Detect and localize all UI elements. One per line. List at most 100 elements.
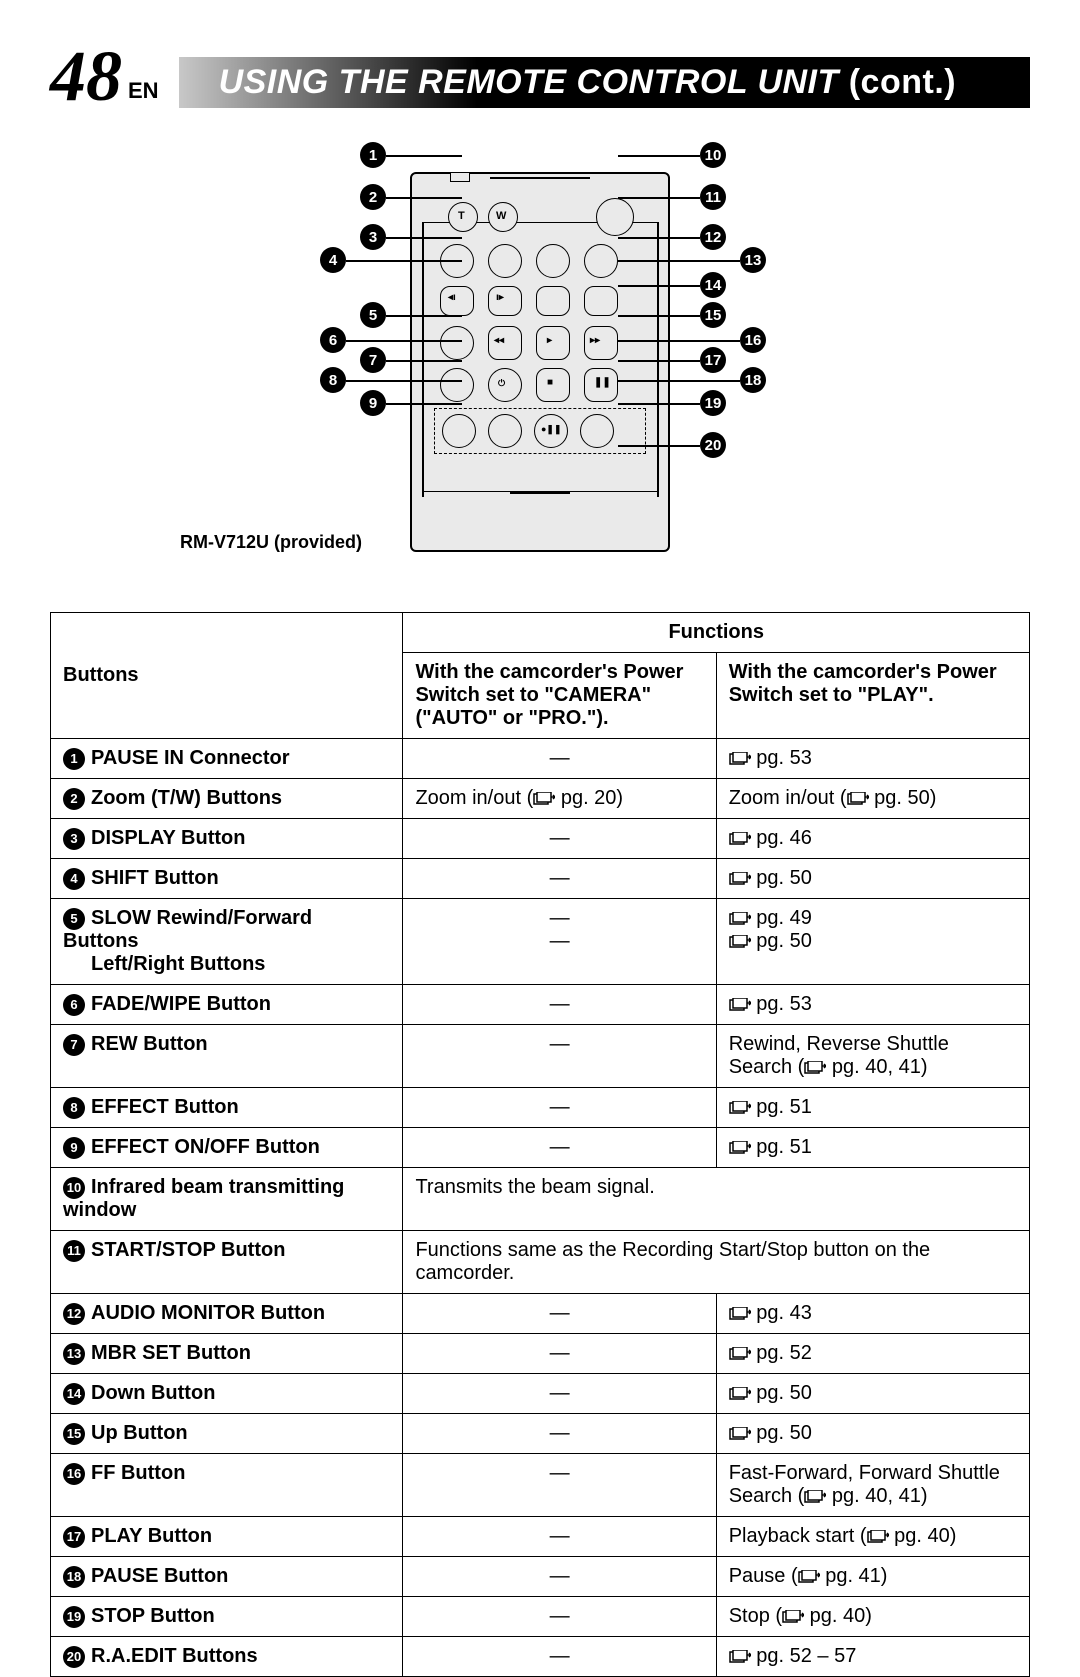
button-name: FF Button (91, 1462, 185, 1484)
startstop-button (596, 198, 634, 236)
callout-number: 13 (63, 1343, 85, 1365)
button-name: Left/Right Buttons (63, 953, 390, 976)
leader-line (618, 403, 700, 405)
title-text: USING THE REMOTE CONTROL UNIT (219, 63, 839, 101)
display-button (488, 244, 522, 278)
callout-number: 8 (63, 1097, 85, 1119)
callout-badge: 6 (320, 327, 346, 353)
leader-line (386, 237, 462, 239)
page-ref-icon (782, 1610, 804, 1624)
callout-badge: 11 (700, 184, 726, 210)
play-cell: pg. 53 (716, 739, 1029, 779)
leader-line (618, 155, 700, 157)
camera-cell: — (403, 1294, 716, 1334)
camera-cell: — (403, 1454, 716, 1517)
button-name: REW Button (91, 1033, 208, 1055)
leader-line (386, 197, 462, 199)
play-cell: pg. 51 (716, 1128, 1029, 1168)
callout-number: 3 (63, 828, 85, 850)
callout-badge: 9 (360, 390, 386, 416)
table-row: 11START/STOP ButtonFunctions same as the… (51, 1231, 1030, 1294)
fade-button (440, 326, 474, 360)
button-cell: 15Up Button (51, 1414, 403, 1454)
play-cell: pg. 51 (716, 1088, 1029, 1128)
leader-line (618, 260, 740, 262)
button-name: DISPLAY Button (91, 827, 245, 849)
camera-cell: — (403, 1637, 716, 1677)
callout-number: 5 (63, 908, 85, 930)
remote-diagram: T W ◂ı ı▸ ◂◂ ▸ ▸▸ ⏻ ■ ❚❚ ●❚❚ RM-V712U (p… (190, 142, 890, 572)
table-row: 9EFFECT ON/OFF Button— pg. 51 (51, 1128, 1030, 1168)
play-cell: Zoom in/out ( pg. 50) (716, 779, 1029, 819)
table-row: 20R.A.EDIT Buttons— pg. 52 – 57 (51, 1637, 1030, 1677)
camera-cell: — (403, 1088, 716, 1128)
page-ref-icon (867, 1530, 889, 1544)
callout-badge: 15 (700, 302, 726, 328)
stop-icon: ■ (547, 377, 553, 388)
leader-line (618, 237, 700, 239)
callout-number: 16 (63, 1463, 85, 1485)
w-label: W (496, 210, 506, 222)
down-button (536, 286, 570, 316)
callout-badge: 1 (360, 142, 386, 168)
up-button (584, 286, 618, 316)
play-cell: pg. 50 (716, 1374, 1029, 1414)
table-row: 7REW Button—Rewind, Reverse Shuttle Sear… (51, 1025, 1030, 1088)
ir-window (450, 172, 470, 182)
model-caption: RM-V712U (provided) (180, 532, 362, 553)
play-cell: Pause ( pg. 41) (716, 1557, 1029, 1597)
button-name: START/STOP Button (91, 1239, 285, 1261)
callout-number: 15 (63, 1423, 85, 1445)
callout-badge: 10 (700, 142, 726, 168)
leader-line (618, 340, 740, 342)
t-label: T (458, 210, 465, 222)
table-row: 19STOP Button—Stop ( pg. 40) (51, 1597, 1030, 1637)
button-cell: 11START/STOP Button (51, 1231, 403, 1294)
page-ref-icon (729, 935, 751, 949)
play-cell: pg. 53 (716, 985, 1029, 1025)
camera-cell: — (403, 1374, 716, 1414)
camera-cell: — (403, 1334, 716, 1374)
callout-number: 20 (63, 1646, 85, 1668)
button-name: PAUSE IN Connector (91, 747, 290, 769)
play-cell: pg. 52 (716, 1334, 1029, 1374)
button-cell: 8EFFECT Button (51, 1088, 403, 1128)
page-ref-icon (729, 998, 751, 1012)
table-row: 14Down Button— pg. 50 (51, 1374, 1030, 1414)
callout-badge: 20 (700, 432, 726, 458)
callout-badge: 18 (740, 367, 766, 393)
page-ref-icon (729, 1141, 751, 1155)
play-cell: pg. 50 (716, 859, 1029, 899)
button-name: AUDIO MONITOR Button (91, 1302, 325, 1324)
table-row: 4SHIFT Button— pg. 50 (51, 859, 1030, 899)
page-ref-icon (729, 1427, 751, 1441)
callout-badge: 12 (700, 224, 726, 250)
page-ref-icon (804, 1061, 826, 1075)
button-cell: 7REW Button (51, 1025, 403, 1088)
header-play: With the camcorder's Power Switch set to… (716, 653, 1029, 739)
callout-badge: 19 (700, 390, 726, 416)
page-ref-icon (729, 752, 751, 766)
button-name: Down Button (91, 1382, 215, 1404)
play-cell: Fast-Forward, Forward Shuttle Search ( p… (716, 1454, 1029, 1517)
button-cell: 3 DISPLAY Button (51, 819, 403, 859)
leader-line (618, 445, 700, 447)
audio-button (536, 244, 570, 278)
button-cell: 10Infrared beam transmitting window (51, 1168, 403, 1231)
camera-cell: — (403, 1128, 716, 1168)
callout-number: 19 (63, 1606, 85, 1628)
callout-badge: 14 (700, 272, 726, 298)
effect-button (440, 368, 474, 402)
leader-line (346, 340, 462, 342)
raedit-4 (580, 414, 614, 448)
raedit-2 (488, 414, 522, 448)
callout-number: 18 (63, 1566, 85, 1588)
callout-badge: 2 (360, 184, 386, 210)
button-name: PAUSE Button (91, 1565, 228, 1587)
leader-line (386, 360, 462, 362)
camera-cell: — (403, 739, 716, 779)
callout-badge: 5 (360, 302, 386, 328)
leader-line (386, 315, 462, 317)
leader-line (386, 403, 462, 405)
play-icon: ▸ (547, 335, 552, 346)
